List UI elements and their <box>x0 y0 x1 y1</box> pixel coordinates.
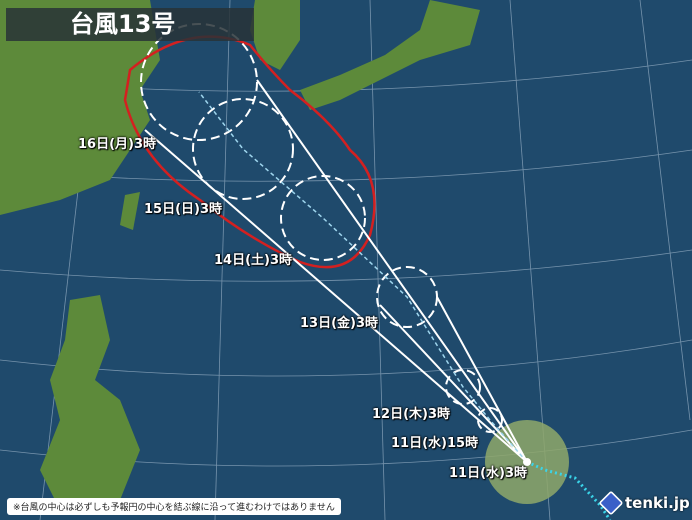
philippines <box>40 295 140 510</box>
land <box>0 0 480 510</box>
label-14: 14日(土)3時 <box>214 253 293 268</box>
label-12: 12日(木)3時 <box>372 407 451 422</box>
disclaimer-note: ※台風の中心は必ずしも予報円の中心を結ぶ線に沿って進むわけではありません <box>7 498 341 515</box>
label-16: 16日(月)3時 <box>78 137 157 152</box>
forecast-circle-14 <box>280 175 366 261</box>
forecast-circle-11-15 <box>477 407 503 433</box>
logo-text: tenki.jp <box>625 494 690 512</box>
china-coast <box>0 0 160 215</box>
label-15: 15日(日)3時 <box>144 202 223 217</box>
forecast-cone <box>144 79 528 463</box>
forecast-circle-12 <box>445 369 481 405</box>
forecast-center-line <box>198 91 528 463</box>
past-track <box>526 460 612 520</box>
label-13: 13日(金)3時 <box>300 316 379 331</box>
typhoon-title: 台風13号 <box>6 8 254 41</box>
tenki-logo[interactable]: tenki.jp <box>598 490 690 516</box>
label-11-3: 11日(水)3時 <box>449 466 528 481</box>
japan <box>300 0 480 110</box>
tenki-logo-icon <box>598 490 624 516</box>
forecast-circle-13 <box>376 266 438 328</box>
korea <box>250 0 300 70</box>
taiwan <box>120 192 140 230</box>
typhoon-center <box>523 458 531 466</box>
forecast-circles <box>140 23 503 433</box>
storm-warning-area <box>123 35 376 269</box>
forecast-circle-15 <box>192 98 294 200</box>
label-11-15: 11日(水)15時 <box>391 436 479 451</box>
